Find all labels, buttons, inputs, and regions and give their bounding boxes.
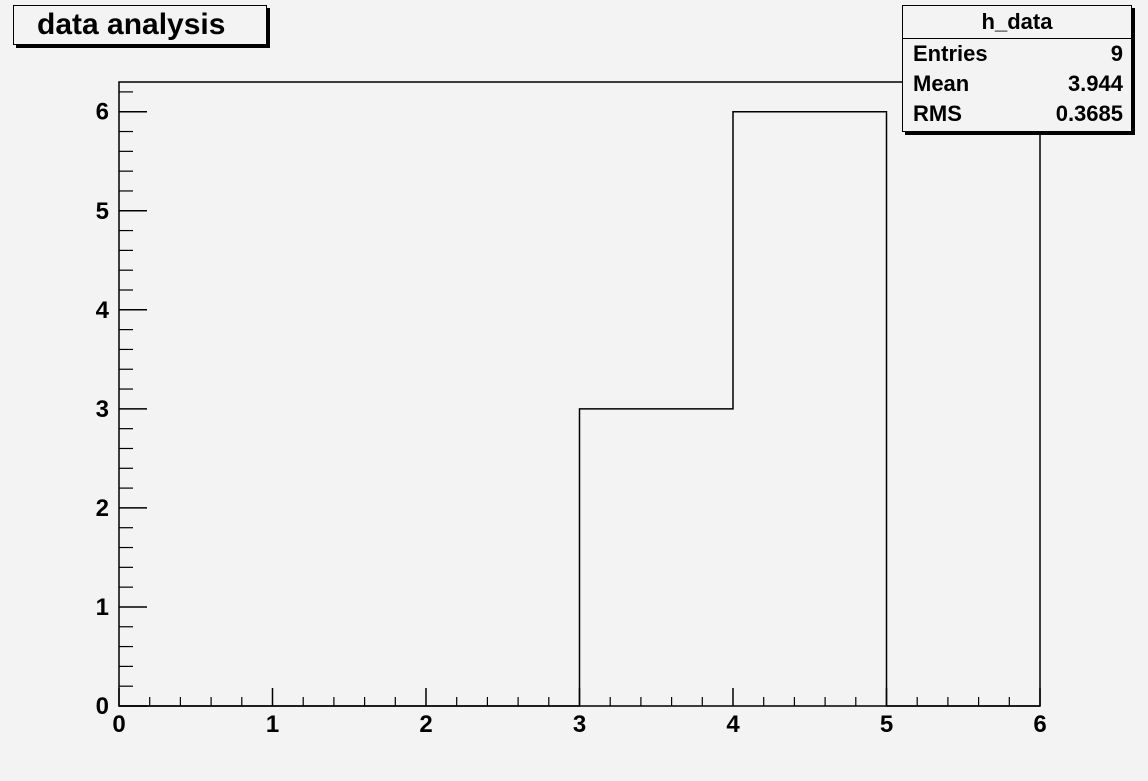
x-tick-label: 1 [266, 711, 279, 738]
chart-title-text: data analysis [37, 8, 226, 41]
y-tick-label: 0 [96, 693, 109, 720]
y-tick-label: 4 [96, 297, 110, 324]
stats-title: h_data [903, 6, 1131, 39]
y-tick-label: 6 [96, 99, 109, 126]
y-tick-label: 2 [96, 495, 109, 522]
stats-box: h_data Entries 9 Mean 3.944 RMS 0.3685 [902, 5, 1132, 132]
chart-title: data analysis [13, 5, 267, 45]
x-tick-label: 3 [573, 711, 586, 738]
stats-row-mean: Mean 3.944 [903, 69, 1131, 99]
y-tick-label: 1 [96, 594, 109, 621]
stats-row-entries: Entries 9 [903, 39, 1131, 69]
stats-value: 0.3685 [1055, 101, 1123, 126]
stats-value: 3.944 [1067, 71, 1123, 96]
x-tick-label: 4 [726, 711, 740, 738]
x-tick-label: 2 [419, 711, 432, 738]
stats-label: RMS [913, 101, 962, 126]
axes: 0 1 2 3 4 5 6 0 1 2 3 4 5 6 [96, 91, 1047, 738]
stats-label: Entries [913, 41, 988, 66]
x-tick-label: 5 [880, 711, 893, 738]
y-tick-label: 3 [96, 396, 109, 423]
histogram-line [119, 110, 1040, 707]
x-tick-label: 6 [1033, 711, 1046, 738]
x-tick-label: 0 [112, 711, 125, 738]
stats-row-rms: RMS 0.3685 [903, 99, 1131, 129]
y-tick-label: 5 [96, 198, 109, 225]
stats-value: 9 [1110, 41, 1123, 66]
stats-label: Mean [913, 71, 970, 96]
